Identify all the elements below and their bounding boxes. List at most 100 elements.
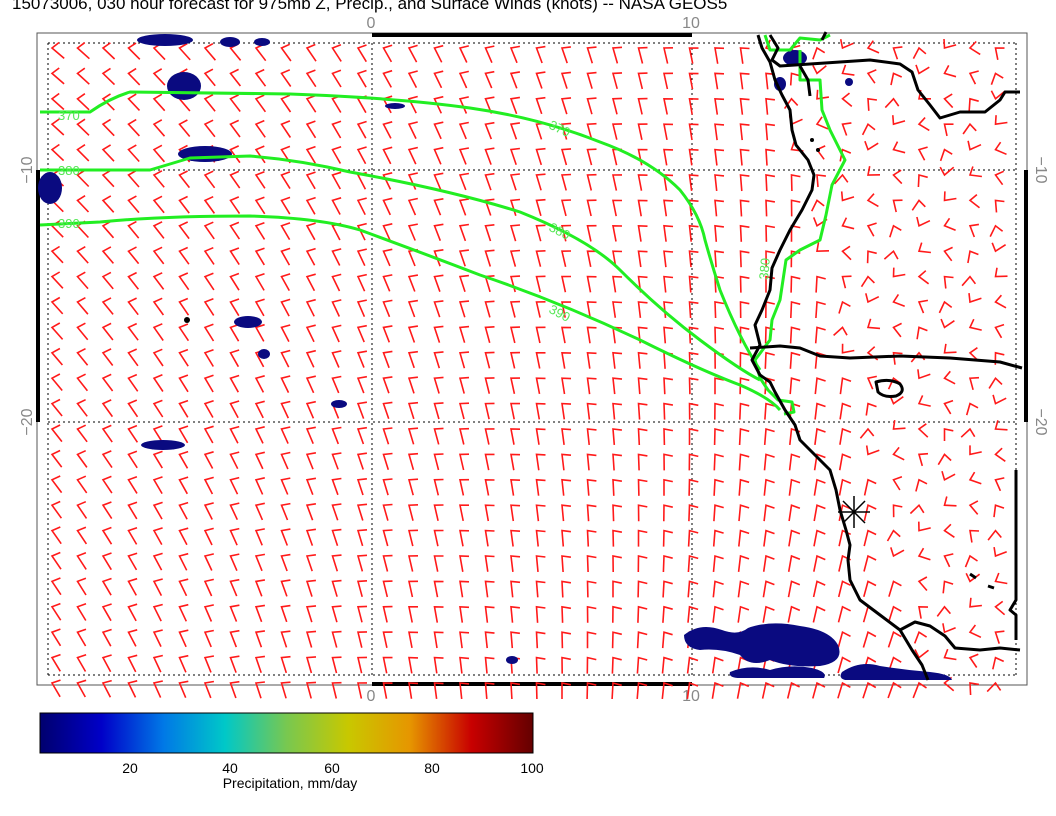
wind-barb-icon	[993, 504, 1005, 518]
wind-barb-icon	[458, 376, 470, 394]
wind-barb-icon	[714, 174, 725, 191]
wind-barb-icon	[535, 555, 546, 572]
wind-barb-icon	[458, 300, 470, 318]
wind-barb-icon	[990, 90, 1006, 101]
wind-barb-icon	[331, 44, 342, 62]
wind-barb-icon	[254, 323, 265, 342]
wind-barb-icon	[892, 293, 905, 308]
wind-barb-icon	[382, 197, 393, 216]
wind-barb-icon	[787, 580, 801, 598]
wind-barb-icon	[687, 605, 699, 623]
wind-barb-icon	[765, 148, 776, 166]
wind-barb-icon	[76, 552, 87, 570]
wind-barb-icon	[994, 477, 1005, 492]
wind-barb-icon	[711, 681, 724, 699]
wind-barb-icon	[765, 250, 775, 268]
wind-barb-icon	[737, 580, 750, 598]
wind-barb-icon	[356, 452, 368, 470]
wind-barb-icon	[864, 140, 879, 151]
wind-barb-icon	[127, 297, 139, 316]
wind-barb-icon	[509, 224, 521, 242]
wind-barb-icon	[203, 451, 214, 469]
wind-barb-icon	[713, 453, 724, 471]
wind-barb-icon	[560, 250, 572, 267]
wind-barb-icon	[612, 377, 623, 395]
contour-label-370-mid: 370	[547, 117, 573, 140]
wind-barb-icon	[712, 605, 724, 623]
wind-barb-icon	[535, 224, 546, 242]
wind-barb-icon	[356, 44, 367, 63]
wind-barb-icon	[714, 148, 725, 166]
wind-barb-icon	[76, 475, 88, 494]
wind-barb-icon	[535, 580, 546, 598]
wind-barb-icon	[484, 326, 495, 344]
wind-barb-icon	[561, 326, 572, 344]
wind-barb-icon	[884, 97, 900, 109]
wind-barb-icon	[305, 477, 317, 495]
wind-barb-icon	[229, 578, 240, 597]
wind-barb-icon	[76, 398, 88, 417]
wind-barb-icon	[407, 121, 418, 139]
wind-barb-icon	[892, 419, 906, 430]
wind-barb-icon	[254, 579, 266, 597]
wind-barb-icon	[687, 580, 699, 598]
border-path	[768, 34, 1020, 120]
wind-barb-icon	[331, 146, 342, 164]
wind-barb-icon	[943, 370, 956, 385]
wind-barb-icon	[254, 298, 265, 317]
wind-barb-icon	[987, 529, 1002, 541]
top-tick-0: 0	[367, 15, 376, 32]
precip-patch	[385, 103, 405, 109]
wind-barb-icon	[714, 250, 725, 268]
wind-barb-icon	[510, 453, 521, 471]
wind-barb-icon	[790, 300, 801, 319]
wind-barb-icon	[943, 496, 957, 507]
wind-barb-icon	[662, 580, 673, 598]
wind-barb-icon	[127, 195, 140, 214]
wind-barb-icon	[76, 42, 90, 60]
wind-barb-icon	[917, 299, 929, 314]
wind-barb-icon	[305, 171, 316, 190]
wind-barb-icon	[458, 402, 470, 420]
wind-barb-icon	[711, 656, 724, 674]
wind-barb-icon	[178, 603, 189, 622]
wind-barb-icon	[382, 452, 393, 470]
wind-barb-icon	[433, 504, 444, 521]
wind-barb-icon	[203, 578, 214, 597]
wind-barb-icon	[561, 555, 572, 573]
wind-barb-icon	[305, 681, 317, 699]
wind-barb-icon	[178, 297, 190, 316]
asterisk-marker-icon	[838, 496, 870, 528]
wind-barb-icon	[714, 72, 725, 90]
wind-barb-icon	[356, 273, 367, 292]
wind-barb-icon	[917, 395, 931, 407]
wind-barb-icon	[229, 349, 240, 368]
wind-barb-icon	[863, 504, 877, 521]
wind-barb-icon	[994, 141, 1007, 156]
wind-barb-icon	[866, 318, 881, 330]
wind-barb-icon	[280, 553, 291, 572]
wind-barb-icon	[484, 300, 495, 318]
wind-barb-icon	[561, 275, 572, 293]
wind-barb-icon	[866, 375, 877, 390]
wind-barb-icon	[968, 97, 979, 111]
wind-barb-icon	[713, 427, 724, 446]
wind-barb-icon	[407, 70, 418, 88]
wind-barb-icon	[688, 275, 699, 293]
wind-barb-icon	[509, 198, 521, 216]
wind-barb-icon	[331, 426, 342, 445]
wind-barb-icon	[586, 453, 597, 471]
wind-barb-icon	[484, 351, 495, 369]
wind-barb-icon	[229, 323, 240, 342]
wind-barb-icon	[814, 377, 826, 395]
left-tick-minus10: −10	[19, 156, 36, 183]
wind-barbs	[50, 38, 1008, 700]
precip-patch	[220, 37, 240, 47]
wind-barb-icon	[890, 547, 905, 558]
wind-barb-icon	[917, 242, 931, 254]
precip-patch	[141, 440, 185, 450]
wind-barb-icon	[50, 551, 62, 570]
wind-barb-icon	[586, 224, 597, 242]
wind-barb-icon	[50, 500, 63, 519]
wind-barb-icon	[459, 555, 470, 572]
